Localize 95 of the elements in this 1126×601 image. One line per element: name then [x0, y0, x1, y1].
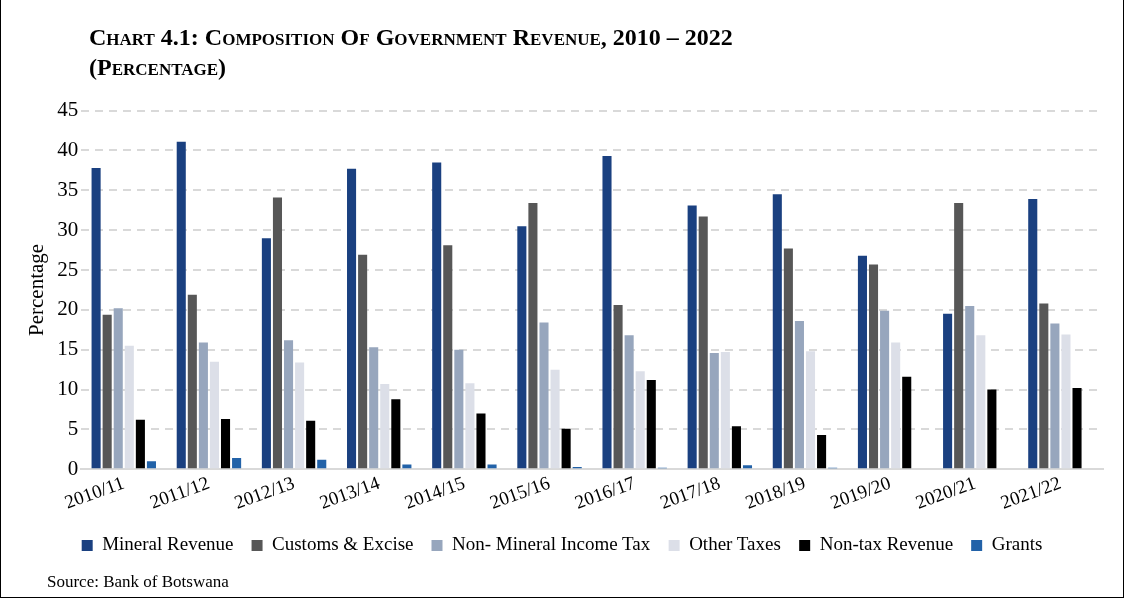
bar	[517, 226, 527, 469]
bar	[198, 342, 208, 469]
bar	[135, 419, 145, 469]
legend-label: Grants	[991, 533, 1043, 555]
bar	[891, 342, 901, 469]
y-tick-label: 10	[57, 376, 79, 401]
x-tick-label: 2018/19	[742, 471, 809, 513]
x-tick-label: 2019/20	[827, 471, 894, 513]
bar	[432, 162, 442, 469]
y-axis-title: Percentage	[24, 243, 49, 336]
x-tick-label: 2012/13	[231, 471, 298, 513]
bar	[1050, 323, 1060, 469]
legend-label: Non- Mineral Income Tax	[452, 533, 651, 555]
bar	[794, 321, 804, 469]
chart-subtitle: (Percentage)	[89, 53, 228, 82]
bar	[1039, 303, 1049, 469]
bar	[187, 294, 197, 469]
bar	[602, 156, 612, 469]
x-tick-label: 2013/14	[316, 471, 383, 513]
bar	[613, 305, 623, 469]
bar	[454, 349, 464, 469]
bar	[261, 238, 271, 469]
bar	[380, 383, 390, 469]
y-tick-label: 45	[57, 97, 79, 122]
x-tick-label: 2020/21	[912, 471, 979, 513]
bar	[124, 345, 134, 469]
bar	[902, 376, 912, 469]
y-tick-label: 20	[57, 296, 79, 321]
bar	[880, 310, 890, 469]
bar	[176, 141, 186, 469]
legend-label: Non-tax Revenue	[819, 533, 954, 555]
bar	[635, 371, 645, 469]
y-tick-label: 25	[57, 256, 79, 281]
bar	[720, 352, 730, 469]
bar	[817, 435, 827, 469]
chart-title: Chart 4.1: Composition Of Government Revenue, 2010 – 2022	[89, 23, 733, 52]
bar	[1028, 199, 1038, 469]
legend-label: Other Taxes	[689, 533, 781, 555]
bar	[646, 380, 656, 469]
y-tick-label: 5	[67, 415, 79, 440]
y-tick-label: 30	[57, 216, 79, 241]
x-tick-label: 2014/15	[401, 471, 468, 513]
bar	[805, 351, 816, 469]
bar	[91, 167, 101, 469]
bar	[1061, 334, 1071, 469]
bar	[272, 197, 283, 469]
bar	[284, 340, 294, 469]
bar	[465, 383, 475, 469]
bar	[783, 248, 793, 469]
legend-label: Customs & Excise	[272, 533, 414, 555]
bar	[731, 426, 741, 469]
bar	[232, 458, 242, 469]
y-tick-label: 35	[57, 176, 79, 201]
bar	[624, 335, 634, 469]
bar	[209, 361, 219, 469]
bar	[561, 428, 571, 469]
bar	[295, 362, 305, 469]
bar	[709, 352, 719, 469]
bar	[113, 308, 123, 469]
bar	[102, 314, 112, 469]
bar	[943, 313, 953, 469]
bar	[1072, 387, 1082, 469]
source-note: Source: Bank of Botswana	[47, 572, 229, 592]
x-tick-label: 2011/12	[146, 471, 212, 513]
bar	[528, 203, 538, 469]
legend-label: Mineral Revenue	[102, 533, 234, 555]
bar	[220, 419, 231, 469]
bar	[857, 255, 867, 469]
y-tick-label: 15	[57, 336, 79, 361]
bar	[358, 254, 368, 469]
bar	[698, 216, 708, 469]
bar	[487, 464, 497, 469]
bar	[976, 335, 986, 469]
bar	[306, 420, 316, 469]
y-tick-label: 0	[67, 455, 79, 480]
bar	[391, 399, 401, 469]
bar	[550, 369, 560, 469]
bar	[347, 168, 357, 469]
bar	[443, 245, 453, 469]
bar	[146, 461, 156, 469]
bar	[476, 413, 486, 469]
bar	[687, 205, 697, 469]
bar	[402, 464, 412, 469]
bar	[954, 203, 964, 469]
bar	[539, 322, 549, 469]
bar	[987, 389, 997, 469]
x-tick-label: 2021/22	[997, 471, 1064, 513]
bar	[868, 264, 879, 469]
bar	[772, 194, 782, 469]
bar	[965, 305, 975, 469]
bar	[742, 465, 753, 469]
bar	[317, 459, 327, 469]
y-tick-label: 40	[57, 136, 79, 161]
x-tick-label: 2017/18	[657, 471, 723, 513]
bar	[369, 347, 379, 469]
